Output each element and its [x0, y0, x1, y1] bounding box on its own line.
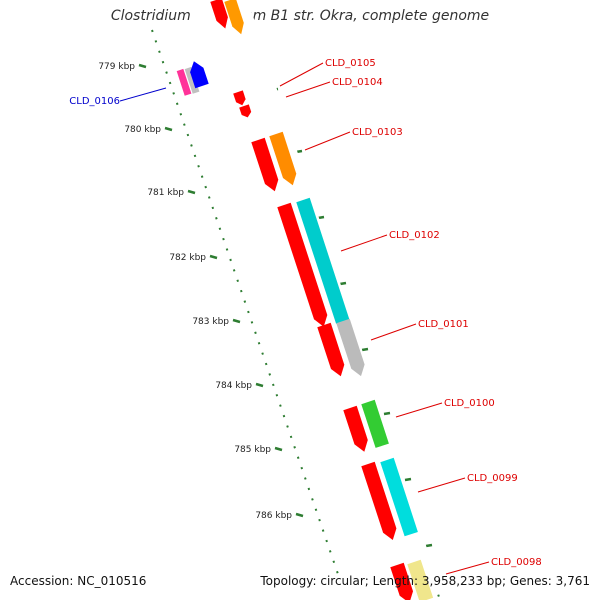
- gene-leader-line: [370, 323, 417, 341]
- gene-label-cld-0100[interactable]: CLD_0100: [444, 398, 495, 409]
- gene-leader-line: [304, 131, 351, 151]
- ruler-tick-label: 780 kbp: [124, 125, 161, 135]
- ruler-tick-label: 786 kbp: [255, 511, 292, 521]
- ruler-tick-mark: [164, 126, 173, 132]
- ruler-tick-mark: [425, 543, 433, 548]
- ruler-tick-mark: [209, 254, 218, 260]
- gene-arrow-cld-0105: [233, 90, 246, 106]
- gene-label-cld-0103[interactable]: CLD_0103: [352, 127, 403, 138]
- gene-label-cld-0102[interactable]: CLD_0102: [389, 230, 440, 241]
- ruler-tick-mark: [404, 477, 412, 482]
- gene-leader-line: [417, 477, 466, 493]
- ruler-tick-mark: [295, 512, 304, 518]
- ruler-tick-mark: [274, 446, 283, 452]
- gene-arrow-cld-0104: [239, 104, 252, 118]
- gene-label-cld-0104[interactable]: CLD_0104: [332, 77, 383, 88]
- gene-arrow-cld-0103: [269, 131, 297, 186]
- gene-arrow-cld-0101-red: [317, 322, 345, 377]
- ruler-tick-mark: [317, 215, 325, 220]
- ruler-tick-mark: [138, 63, 147, 69]
- gene-label-cld-0101[interactable]: CLD_0101: [418, 319, 469, 330]
- ruler-tick-mark: [383, 411, 391, 416]
- gene-label-cld-0099[interactable]: CLD_0099: [467, 473, 518, 484]
- ruler-tick-mark: [339, 281, 347, 286]
- ruler-tick-mark: [361, 347, 369, 352]
- gene-leader-line: [340, 234, 388, 252]
- gene-arrow-cld-0100-red: [343, 405, 368, 452]
- gene-arrow-cld-0102-red: [277, 202, 328, 327]
- gene-arrow-top: [224, 0, 244, 35]
- gene-leader-line: [395, 402, 443, 418]
- gene-arrow-cld-0106: [190, 61, 209, 89]
- gene-leader-line: [279, 62, 324, 87]
- ruler-tick-mark: [232, 318, 241, 324]
- gene-arrow-cld-0098-red: [390, 562, 413, 600]
- gene-label-cld-0098[interactable]: CLD_0098: [491, 557, 542, 568]
- gene-arrow-cld-0101: [336, 318, 365, 377]
- ruler-tick-label: 782 kbp: [169, 253, 206, 263]
- accession-text: Accession: NC_010516: [10, 574, 147, 588]
- ruler-tick-label: 781 kbp: [147, 188, 184, 198]
- ruler-tick-mark: [255, 382, 264, 388]
- gene-arrow-cld-0098: [407, 559, 434, 600]
- ruler-tick-label: 785 kbp: [234, 445, 271, 455]
- gene-features: [176, 0, 441, 600]
- topology-text: Topology: circular; Length: 3,958,233 bp…: [260, 574, 590, 588]
- gene-arrow-cld-0099: [380, 457, 418, 537]
- gene-label-cld-0106[interactable]: CLD_0106: [69, 96, 120, 107]
- gene-labels: CLD_0106 CLD_0105 CLD_0104 CLD_0103 CLD_0102…: [69, 58, 542, 575]
- gene-leader-line: [285, 81, 331, 98]
- ruler-tick-label: 779 kbp: [98, 62, 135, 72]
- ruler-tick-label: 783 kbp: [192, 317, 229, 327]
- gene-arrow-cld-0099-red: [361, 461, 397, 540]
- gene-label-cld-0105[interactable]: CLD_0105: [325, 58, 376, 69]
- gene-leader-line: [119, 87, 167, 102]
- ruler-tick-label: 784 kbp: [215, 381, 252, 391]
- gene-arrow-top: [210, 0, 228, 29]
- gene-arrow-cld-0100: [361, 399, 389, 448]
- gene-arrow-cld-0102: [296, 197, 350, 324]
- gene-arrow-cld-0106-pink: [176, 68, 192, 96]
- ruler-line-left: [151, 29, 341, 581]
- gene-arrow-cld-0103-red: [251, 137, 279, 192]
- ruler-tick-mark: [187, 189, 196, 195]
- gene-leader-line: [445, 561, 490, 575]
